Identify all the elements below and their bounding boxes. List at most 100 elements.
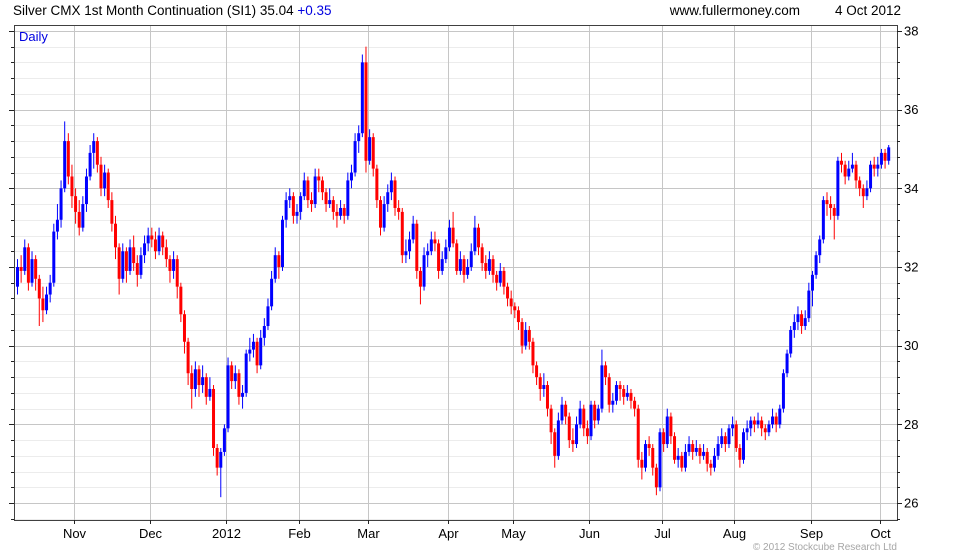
candle (774, 416, 778, 425)
candle (781, 373, 785, 409)
candle (328, 200, 332, 205)
candle (545, 385, 549, 409)
candle (585, 428, 589, 437)
candle (320, 180, 324, 193)
candle (712, 455, 716, 468)
candle (415, 223, 419, 271)
candle (124, 251, 128, 271)
candle (625, 392, 629, 397)
candle (182, 314, 186, 342)
candle (103, 172, 107, 189)
plot-border (14, 25, 898, 521)
candle (346, 180, 350, 216)
candle (825, 200, 829, 205)
candle (571, 440, 575, 445)
y-axis-price-label: 30 (904, 338, 918, 353)
candle (408, 239, 412, 252)
site-url-text: www.fullermoney.com (669, 3, 800, 18)
candle (575, 424, 579, 445)
candle (164, 247, 168, 260)
candle (30, 259, 34, 283)
candle (244, 353, 248, 393)
candle (255, 341, 259, 366)
candle (88, 152, 92, 177)
chart-date: 4 Oct 2012 (834, 3, 901, 18)
candle (306, 180, 310, 201)
candle (458, 259, 462, 271)
candle (858, 180, 862, 189)
candle (230, 365, 234, 382)
candle (734, 424, 738, 448)
candle (600, 365, 604, 409)
candle (800, 314, 804, 327)
candle (651, 447, 655, 468)
candle (302, 180, 306, 197)
candle (767, 424, 771, 433)
candle (498, 270, 502, 283)
candle (778, 408, 782, 425)
candle (538, 377, 542, 389)
candle (803, 318, 807, 327)
x-axis-month-label: Sep (800, 526, 823, 541)
candle (636, 408, 640, 460)
candle (582, 408, 586, 429)
candle (386, 192, 390, 205)
candle (556, 420, 560, 456)
candle (643, 444, 647, 468)
candle (74, 196, 78, 212)
candle (143, 243, 147, 256)
candle (157, 235, 161, 252)
candle (818, 239, 822, 256)
instrument-and-price: Silver CMX 1st Month Continuation (SI1) … (13, 3, 294, 18)
candle (451, 227, 455, 244)
y-axis-price-label: 32 (904, 259, 918, 274)
candle (821, 200, 825, 240)
candle (462, 259, 466, 275)
x-axis-month-label: Nov (63, 526, 87, 541)
candle (375, 168, 379, 201)
grid-minor (14, 47, 897, 520)
candle (622, 388, 626, 397)
candle (477, 227, 481, 248)
candle (810, 274, 814, 291)
candle (172, 259, 176, 271)
x-axis-month-label: Jun (579, 526, 600, 541)
candle (371, 137, 375, 169)
candle (310, 200, 314, 205)
candle (444, 247, 448, 260)
candle (99, 164, 103, 189)
candle (480, 247, 484, 264)
candle (201, 377, 205, 386)
candle (832, 207, 836, 216)
candle (197, 369, 201, 386)
copyright-notice: © 2012 Stockcube Research Ltd (752, 542, 897, 553)
candle (212, 388, 216, 448)
candle (836, 160, 840, 216)
candle (705, 451, 709, 464)
candle (19, 266, 23, 271)
candle (658, 432, 662, 488)
candle (662, 432, 666, 445)
candle (433, 239, 437, 244)
candle (26, 247, 30, 283)
candle (393, 180, 397, 208)
candle (429, 239, 433, 252)
candle (698, 447, 702, 456)
candle (357, 133, 361, 142)
candle (506, 286, 510, 299)
candle (673, 436, 677, 460)
axis-ticks (9, 31, 902, 524)
candle (604, 365, 608, 378)
candle (549, 408, 553, 433)
candle (418, 270, 422, 287)
candle (360, 62, 364, 134)
candle (262, 326, 266, 338)
candle (680, 455, 684, 468)
candle (150, 235, 154, 240)
candle (709, 463, 713, 468)
candle (440, 259, 444, 271)
candle (179, 286, 183, 315)
candle (114, 223, 118, 248)
candle (295, 211, 299, 216)
candle (792, 322, 796, 330)
